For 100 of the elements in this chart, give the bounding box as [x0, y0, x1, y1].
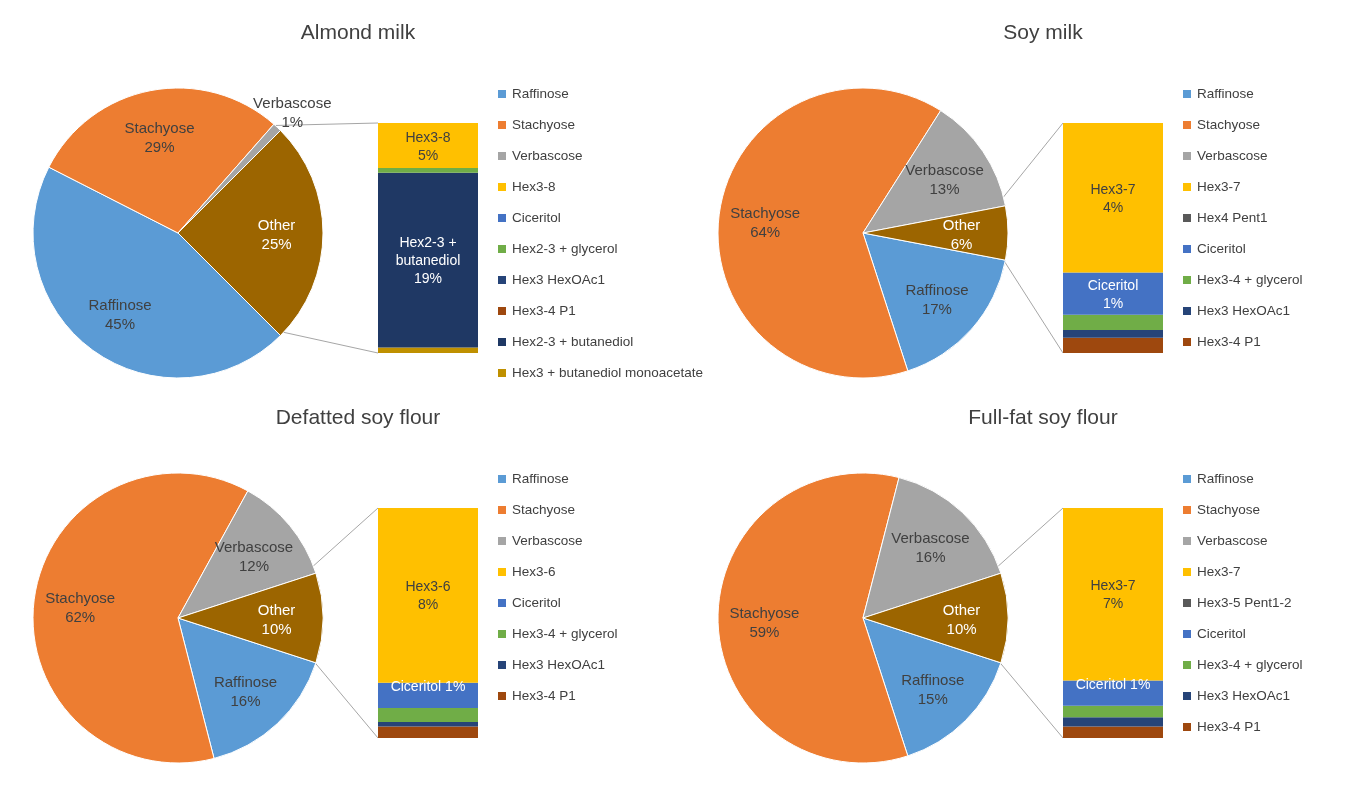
data-label: 25% [261, 235, 292, 252]
legend-label: Ciceritol [1197, 626, 1246, 641]
data-label: 10% [946, 620, 977, 637]
chart-title: Almond milk [299, 20, 417, 44]
data-label: 17% [921, 300, 952, 318]
legend-label: Verbascose [512, 533, 583, 548]
legend-label: Verbascose [512, 148, 583, 163]
data-label: 45% [105, 314, 136, 332]
bar [378, 123, 478, 169]
bar [1063, 272, 1163, 315]
chart-title: Defatted soy flour [274, 405, 442, 429]
data-label: 10% [261, 620, 292, 637]
text: Hex3-8 [405, 128, 451, 145]
bar [1063, 314, 1163, 330]
legend-label: Hex3-7 [1197, 179, 1241, 194]
legend-label: Hex3 HexOAc1 [1197, 688, 1291, 703]
legend-label: Hex3-7 [1197, 564, 1241, 579]
slice-label: Raffinose [901, 670, 965, 688]
chart-title: Soy milk [1002, 20, 1084, 44]
legend-label: Hex3 + butanediol monoacetate [512, 365, 704, 380]
text: Hex2-3 + butanediol [395, 234, 461, 269]
data-label: 8% [417, 596, 439, 613]
text: Hex3-7 [1090, 180, 1136, 197]
data-label: 15% [917, 689, 948, 707]
slice-label: Verbascose [891, 529, 970, 547]
data-label: 5% [417, 146, 439, 163]
legend-label: Hex3-4 P1 [512, 688, 576, 703]
bar [378, 721, 478, 727]
legend-label: Stachyose [512, 117, 576, 132]
legend-label: Hex3-4 + glycerol [1197, 272, 1303, 287]
bar [378, 172, 478, 348]
data-label: 16% [915, 548, 946, 566]
legend-label: Stachyose [512, 502, 576, 517]
bar [1063, 330, 1163, 338]
legend-label: Hex3-5 Pent1-2 [1197, 595, 1292, 610]
slice-label: Other [257, 601, 296, 618]
data-label: 1% [1130, 676, 1151, 693]
slice-label: Stachyose [124, 119, 195, 137]
slice-label: Raffinose [88, 295, 152, 313]
data-label: 59% [749, 623, 780, 641]
data-label: 12% [238, 557, 269, 575]
slice-label: Verbascose [905, 160, 984, 178]
bar [1063, 717, 1163, 727]
text: Hex3-6 [405, 578, 451, 595]
bar [378, 347, 478, 353]
data-label: 6% [950, 235, 973, 252]
legend-label: Verbascose [1197, 148, 1268, 163]
data-label: 62% [65, 607, 96, 625]
legend-label: Hex3-4 + glycerol [1197, 657, 1303, 672]
legend-label: Hex3-4 P1 [1197, 719, 1261, 734]
legend-label: Raffinose [512, 86, 569, 101]
slice-label: Stachyose [730, 203, 801, 221]
legend-label: Raffinose [512, 471, 569, 486]
legend-label: Ciceritol [512, 210, 561, 225]
bar [1063, 726, 1163, 738]
data-label: 1% [445, 678, 466, 695]
data-label: 1% [1102, 294, 1124, 311]
slice-label: Other [257, 216, 296, 233]
legend-label: Raffinose [1197, 86, 1254, 101]
data-label: 16% [230, 691, 261, 709]
data-label: 13% [929, 179, 960, 197]
legend-label: Raffinose [1197, 471, 1254, 486]
slice-label: Raffinose [905, 281, 969, 299]
legend-label: Hex4 Pent1 [1197, 210, 1268, 225]
bar [1063, 337, 1163, 353]
legend-label: Hex3-4 P1 [512, 303, 576, 318]
slice-label: Other [942, 601, 981, 618]
slice-label: Other [942, 216, 981, 233]
legend-label: Verbascose [1197, 533, 1268, 548]
bar [378, 708, 478, 722]
legend-label: Hex2-3 + glycerol [512, 241, 618, 256]
slice-label: Raffinose [213, 672, 278, 690]
text: Ciceritol [1075, 676, 1127, 693]
legend-label: Hex2-3 + butanediol [512, 334, 634, 349]
legend-label: Stachyose [1197, 502, 1261, 517]
legend-label: Hex3 HexOAc1 [1197, 303, 1291, 318]
legend-label: Ciceritol [512, 595, 561, 610]
bar [1063, 705, 1163, 718]
legend-label: Hex3-8 [512, 179, 556, 194]
data-label: 29% [144, 138, 175, 156]
legend-label: Stachyose [1197, 117, 1261, 132]
text: Ciceritol [390, 678, 442, 695]
data-label: 1% [281, 113, 304, 131]
legend-label: Hex3-4 P1 [1197, 334, 1261, 349]
data-label: 64% [750, 222, 781, 240]
legend-label: Hex3-4 + glycerol [512, 626, 618, 641]
slice-label: Stachyose [45, 588, 116, 606]
slice-label: Verbascose [253, 94, 332, 112]
data-label: 7% [1102, 595, 1124, 612]
legend-label: Hex3 HexOAc1 [512, 272, 606, 287]
slice-label: Verbascose [214, 538, 294, 556]
bar [378, 726, 478, 738]
text: Ciceritol [1087, 276, 1139, 293]
legend-label: Hex3-6 [512, 564, 556, 579]
data-label: 4% [1102, 198, 1124, 215]
bar [378, 168, 478, 173]
bar [1063, 123, 1163, 273]
legend-label: Ciceritol [1197, 241, 1246, 256]
chart-title: Full-fat soy flour [967, 405, 1119, 429]
legend-label: Hex3 HexOAc1 [512, 657, 606, 672]
